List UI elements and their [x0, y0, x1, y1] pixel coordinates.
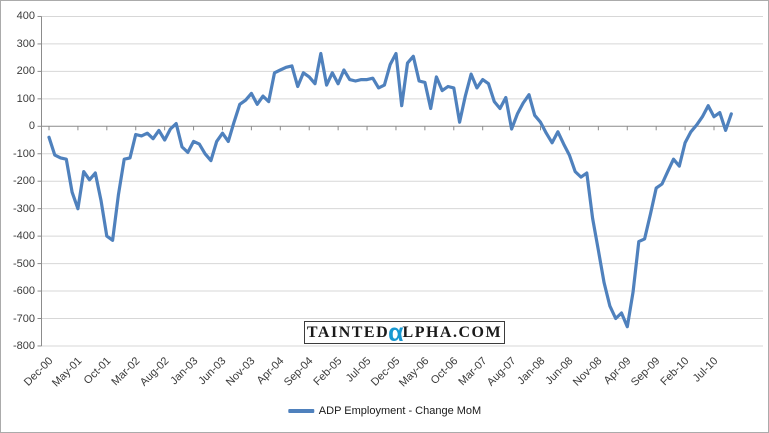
y-tick-label: 300 — [16, 37, 35, 50]
y-tick-label: -100 — [12, 147, 35, 160]
y-tick-label: 400 — [16, 10, 35, 23]
legend: ADP Employment - Change MoM — [287, 405, 482, 417]
y-tick-label: -700 — [12, 312, 35, 325]
y-tick-label: -300 — [12, 202, 35, 215]
y-tick-label: -200 — [12, 175, 35, 188]
legend-series-label: ADP Employment - Change MoM — [318, 405, 482, 417]
y-tick-label: -800 — [12, 339, 35, 352]
watermark-text-right: LPHA.COM — [402, 324, 503, 341]
y-tick-label: -400 — [12, 230, 35, 243]
y-tick-label: -600 — [12, 285, 35, 298]
y-tick-label: -500 — [12, 257, 35, 270]
watermark-text-left: TAINTED — [306, 324, 390, 341]
watermark-alpha-glyph: α — [388, 319, 404, 347]
y-tick-label: 100 — [16, 92, 35, 105]
watermark-box: TAINTED α LPHA.COM — [304, 319, 505, 347]
legend-line-swatch — [287, 409, 314, 413]
adp-employment-series-line — [47, 51, 733, 329]
y-tick-label: 200 — [16, 65, 35, 78]
y-tick-label: 0 — [28, 120, 35, 133]
